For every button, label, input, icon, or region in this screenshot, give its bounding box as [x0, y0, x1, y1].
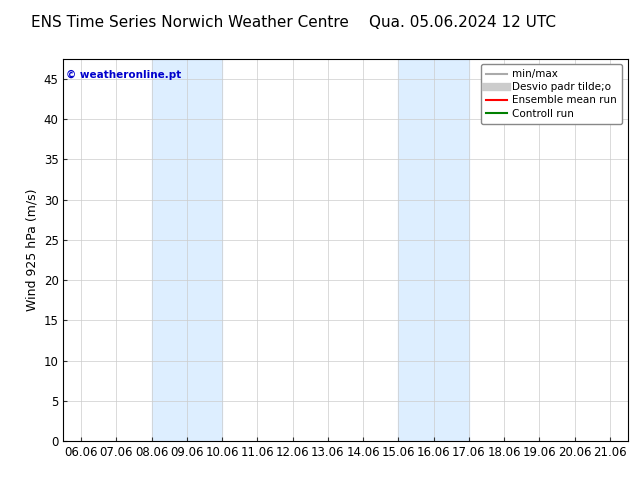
Text: Qua. 05.06.2024 12 UTC: Qua. 05.06.2024 12 UTC — [370, 15, 556, 29]
Y-axis label: Wind 925 hPa (m/s): Wind 925 hPa (m/s) — [25, 189, 38, 311]
Legend: min/max, Desvio padr tilde;o, Ensemble mean run, Controll run: min/max, Desvio padr tilde;o, Ensemble m… — [481, 64, 623, 124]
Bar — [398, 59, 469, 441]
Bar — [152, 59, 222, 441]
Text: © weatheronline.pt: © weatheronline.pt — [66, 70, 181, 80]
Text: ENS Time Series Norwich Weather Centre: ENS Time Series Norwich Weather Centre — [31, 15, 349, 29]
